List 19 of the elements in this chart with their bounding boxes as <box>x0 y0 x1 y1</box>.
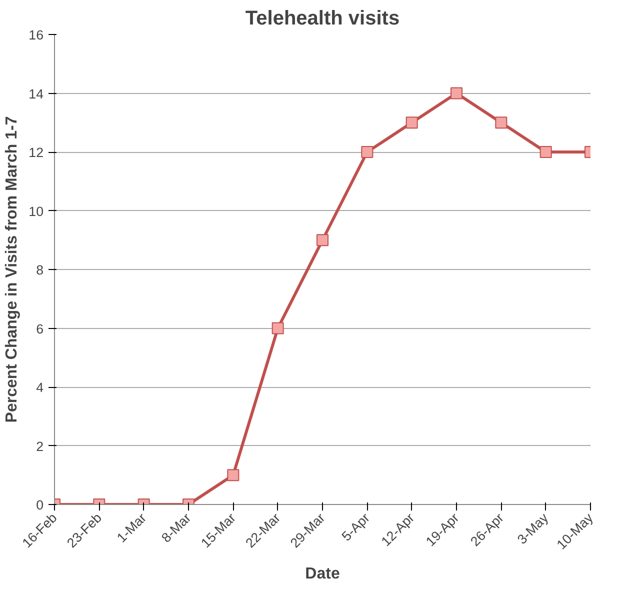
chart-title: Telehealth visits <box>245 8 400 30</box>
y-axis-title: Percent Change in Visits from March 1-7 <box>4 116 21 423</box>
y-tick-label: 14 <box>28 86 44 102</box>
y-tick-label: 16 <box>28 28 44 42</box>
y-tick-label: 0 <box>36 498 44 512</box>
y-tick-label: 2 <box>36 438 44 454</box>
point <box>450 87 462 100</box>
point <box>272 322 284 334</box>
point <box>316 234 328 246</box>
y-tick-label: 4 <box>36 380 44 395</box>
x-axis-title: Date <box>305 566 340 583</box>
y-tick-label: 10 <box>28 204 44 219</box>
y-tick-label: 6 <box>36 321 44 336</box>
point <box>495 116 508 129</box>
point <box>406 116 418 129</box>
point <box>540 146 552 158</box>
y-tick-label: 8 <box>36 262 44 278</box>
y-tick-label: 12 <box>28 145 44 160</box>
point <box>361 146 374 158</box>
